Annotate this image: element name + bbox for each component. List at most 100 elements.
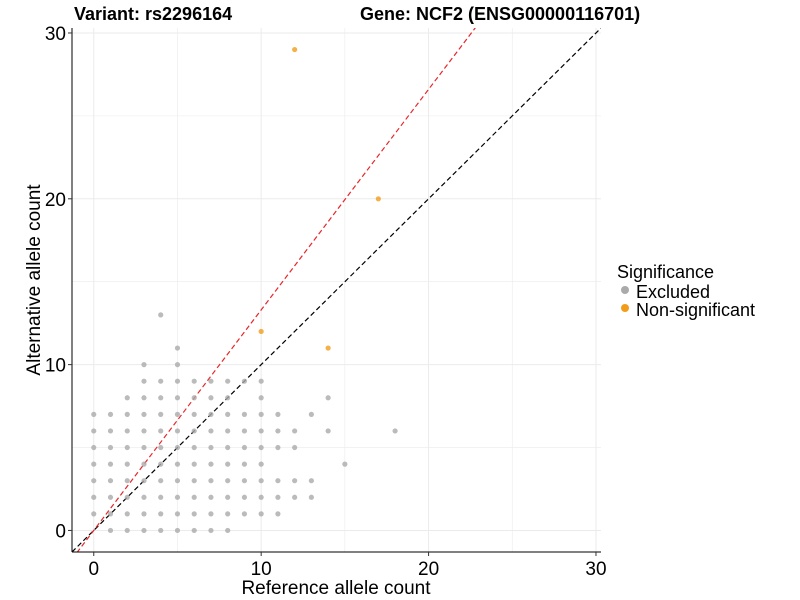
point-excluded bbox=[91, 444, 97, 451]
point-excluded bbox=[191, 494, 197, 500]
point-excluded bbox=[225, 411, 231, 417]
point-excluded bbox=[124, 411, 130, 417]
point-excluded bbox=[158, 478, 164, 484]
point-excluded bbox=[208, 461, 214, 467]
legend-label-excluded: Excluded bbox=[636, 282, 710, 302]
point-excluded bbox=[191, 395, 197, 401]
point-excluded bbox=[241, 511, 248, 517]
point-excluded bbox=[208, 378, 214, 384]
point-excluded bbox=[208, 428, 214, 434]
point-excluded bbox=[392, 428, 398, 434]
y-axis-label: Alternative allele count bbox=[24, 184, 45, 376]
point-non-significant bbox=[375, 196, 381, 202]
point-excluded bbox=[107, 511, 114, 517]
point-excluded bbox=[174, 362, 181, 368]
point-excluded bbox=[225, 511, 231, 517]
point-excluded bbox=[258, 411, 264, 417]
point-excluded bbox=[241, 411, 248, 417]
point-excluded bbox=[241, 478, 248, 484]
point-excluded bbox=[225, 395, 231, 401]
point-excluded bbox=[174, 428, 181, 434]
point-excluded bbox=[208, 444, 214, 451]
point-excluded bbox=[208, 511, 214, 517]
point-excluded bbox=[141, 362, 147, 368]
point-excluded bbox=[208, 411, 214, 417]
point-excluded bbox=[225, 461, 231, 467]
reference-lines bbox=[72, 28, 601, 552]
point-excluded bbox=[124, 527, 130, 534]
point-excluded bbox=[141, 411, 147, 417]
point-excluded bbox=[141, 444, 147, 451]
point-excluded bbox=[208, 395, 214, 401]
point-excluded bbox=[342, 461, 348, 467]
point-excluded bbox=[258, 478, 264, 484]
x-tick-label: 30 bbox=[585, 559, 606, 580]
point-excluded bbox=[275, 444, 281, 451]
point-excluded bbox=[241, 461, 248, 467]
point-excluded bbox=[174, 494, 181, 500]
point-excluded bbox=[91, 411, 97, 417]
point-excluded bbox=[141, 527, 147, 534]
point-excluded bbox=[174, 461, 181, 467]
x-tick-label: 0 bbox=[88, 559, 99, 580]
point-excluded bbox=[174, 345, 181, 351]
point-excluded bbox=[124, 494, 130, 500]
point-excluded bbox=[158, 312, 164, 318]
point-excluded bbox=[191, 478, 197, 484]
point-excluded bbox=[191, 511, 197, 517]
point-excluded bbox=[241, 378, 248, 384]
point-non-significant bbox=[292, 46, 298, 53]
x-tick-label: 10 bbox=[251, 559, 272, 580]
point-excluded bbox=[107, 527, 114, 534]
legend-marker-excluded bbox=[621, 286, 629, 294]
y-tick-label: 0 bbox=[55, 521, 66, 542]
point-excluded bbox=[225, 444, 231, 451]
point-excluded bbox=[174, 478, 181, 484]
point-excluded bbox=[275, 494, 281, 500]
point-excluded bbox=[225, 494, 231, 500]
point-excluded bbox=[308, 411, 314, 417]
point-excluded bbox=[258, 444, 264, 451]
point-excluded bbox=[158, 378, 164, 384]
point-excluded bbox=[308, 494, 314, 500]
point-excluded bbox=[91, 461, 97, 467]
point-excluded bbox=[174, 378, 181, 384]
point-excluded bbox=[158, 395, 164, 401]
point-excluded bbox=[158, 511, 164, 517]
point-excluded bbox=[225, 378, 231, 384]
point-excluded bbox=[275, 428, 281, 434]
point-excluded bbox=[258, 395, 264, 401]
point-excluded bbox=[225, 428, 231, 434]
point-excluded bbox=[241, 494, 248, 500]
point-excluded bbox=[124, 444, 130, 451]
data-points bbox=[91, 46, 398, 534]
point-excluded bbox=[292, 444, 298, 451]
point-excluded bbox=[275, 511, 281, 517]
point-excluded bbox=[124, 478, 130, 484]
point-excluded bbox=[174, 511, 181, 517]
point-excluded bbox=[191, 411, 197, 417]
point-excluded bbox=[208, 478, 214, 484]
identity-line bbox=[72, 28, 601, 552]
point-excluded bbox=[292, 478, 298, 484]
chart-title-gene: Gene: NCF2 (ENSG00000116701) bbox=[360, 4, 640, 24]
point-excluded bbox=[124, 511, 130, 517]
axis-ticks: 0 10 20 30 0 10 20 30 bbox=[45, 24, 607, 580]
point-excluded bbox=[91, 428, 97, 434]
point-excluded bbox=[191, 378, 197, 384]
x-axis-label: Reference allele count bbox=[241, 578, 431, 599]
point-excluded bbox=[158, 494, 164, 500]
point-excluded bbox=[141, 511, 147, 517]
y-tick-label: 20 bbox=[45, 190, 66, 211]
point-excluded bbox=[124, 395, 130, 401]
point-excluded bbox=[174, 444, 181, 451]
point-excluded bbox=[91, 511, 97, 517]
legend-title: Significance bbox=[617, 262, 714, 282]
point-excluded bbox=[241, 444, 248, 451]
point-excluded bbox=[124, 461, 130, 467]
point-excluded bbox=[191, 461, 197, 467]
legend: Significance Excluded Non-significant bbox=[617, 262, 755, 320]
point-excluded bbox=[141, 494, 147, 500]
point-excluded bbox=[141, 478, 147, 484]
